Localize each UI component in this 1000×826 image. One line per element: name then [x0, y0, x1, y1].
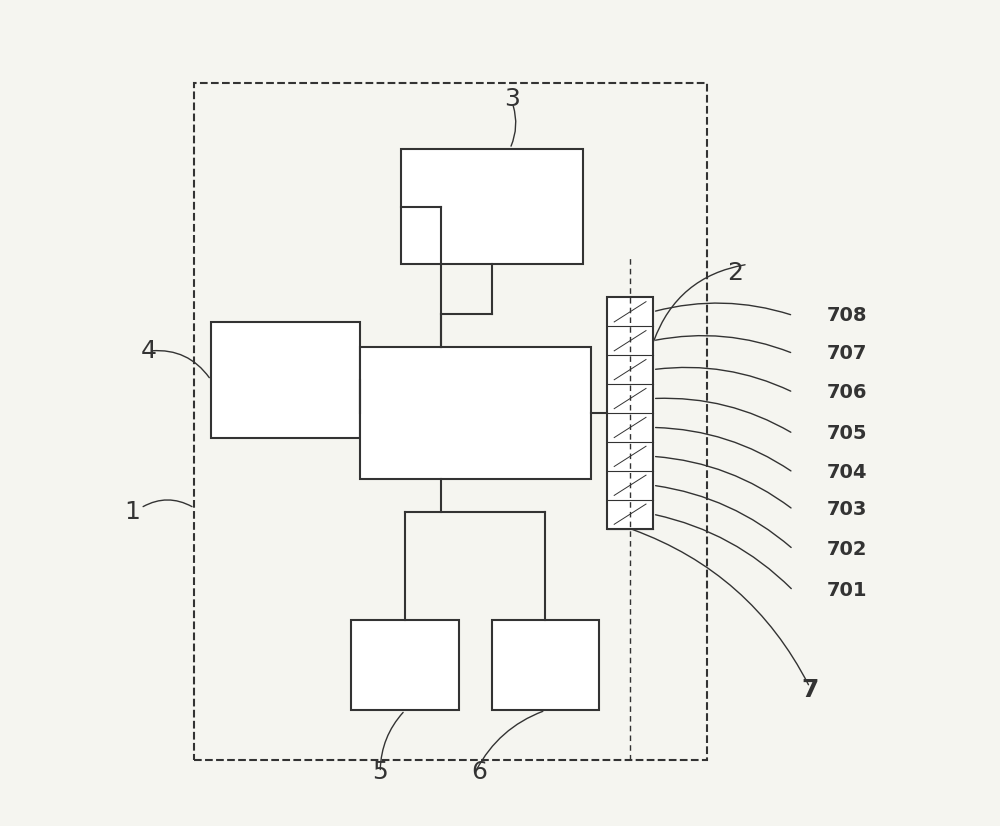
FancyBboxPatch shape — [492, 620, 599, 710]
FancyBboxPatch shape — [351, 620, 459, 710]
Text: 703: 703 — [826, 500, 867, 520]
Text: 5: 5 — [372, 760, 388, 785]
Text: 704: 704 — [826, 463, 867, 482]
Text: 702: 702 — [826, 539, 867, 559]
Text: 708: 708 — [826, 306, 867, 325]
Text: 701: 701 — [826, 581, 867, 601]
Text: 2: 2 — [727, 260, 743, 285]
Text: 707: 707 — [826, 344, 867, 363]
FancyBboxPatch shape — [211, 322, 360, 438]
Text: 7: 7 — [801, 677, 818, 702]
FancyBboxPatch shape — [360, 347, 591, 479]
Text: 6: 6 — [471, 760, 487, 785]
Text: 1: 1 — [124, 500, 140, 525]
Text: 4: 4 — [141, 339, 157, 363]
Text: 706: 706 — [826, 382, 867, 402]
Text: 3: 3 — [504, 87, 520, 112]
FancyBboxPatch shape — [401, 149, 583, 264]
FancyBboxPatch shape — [607, 297, 653, 529]
Text: 705: 705 — [826, 424, 867, 444]
